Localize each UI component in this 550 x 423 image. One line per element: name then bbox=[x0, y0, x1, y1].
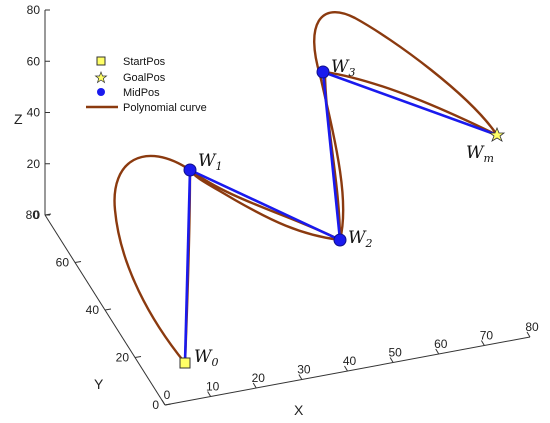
waypoint-label-w0: W0 bbox=[194, 347, 218, 369]
x-tick-mark bbox=[207, 391, 212, 397]
waypoint-label-w3: W3 bbox=[331, 57, 355, 79]
z-tick-label: 60 bbox=[27, 54, 41, 68]
z-tick-label: 0 bbox=[33, 208, 40, 222]
z-tick-label: 80 bbox=[27, 3, 41, 17]
z-ticks: 0 20 40 60 80 bbox=[27, 3, 50, 222]
y-tick-mark bbox=[74, 261, 82, 263]
legend-startpos-label: StartPos bbox=[123, 56, 166, 68]
legend-midpos-marker bbox=[97, 88, 105, 96]
legend-midpos-label: MidPos bbox=[123, 87, 160, 99]
y-tick-mark bbox=[104, 308, 112, 311]
y-tick-label: 40 bbox=[86, 303, 100, 317]
waypoint-marker-w2 bbox=[333, 233, 347, 247]
y-tick-label: 60 bbox=[56, 256, 70, 270]
z-axis-label: Z bbox=[14, 111, 23, 127]
x-tick-mark bbox=[526, 331, 531, 338]
legend-goalpos-marker bbox=[94, 71, 108, 84]
waypoint-label-wm: Wm bbox=[466, 143, 494, 165]
z-tick-label: 40 bbox=[27, 106, 41, 120]
goal-marker bbox=[488, 126, 506, 142]
x-tick-label: 0 bbox=[164, 388, 171, 402]
x-tick-mark bbox=[344, 365, 348, 372]
x-ticks: 0 10 20 30 40 50 60 70 80 bbox=[161, 320, 539, 406]
y-ticks: 0 20 40 60 80 bbox=[26, 208, 172, 412]
segment-w1-w2 bbox=[189, 168, 341, 242]
legend-curve-label: Polynomial curve bbox=[123, 102, 207, 114]
legend-goalpos-label: GoalPos bbox=[123, 72, 166, 84]
segment-w0-w1 bbox=[183, 169, 192, 364]
x-tick-label: 40 bbox=[343, 354, 357, 368]
waypoint-segments bbox=[183, 70, 498, 364]
y-axis-label: Y bbox=[94, 376, 104, 392]
x-tick-label: 80 bbox=[525, 320, 539, 334]
x-tick-label: 20 bbox=[252, 371, 266, 385]
segment-w3-wm bbox=[322, 70, 498, 137]
x-tick-mark bbox=[435, 348, 440, 355]
y-tick-mark bbox=[134, 356, 142, 358]
y-tick-label: 0 bbox=[152, 398, 159, 412]
x-tick-mark bbox=[252, 382, 257, 389]
legend: StartPos GoalPos MidPos Polynomial curve bbox=[86, 56, 207, 114]
x-axis-label: X bbox=[294, 402, 304, 418]
y-tick-label: 80 bbox=[26, 208, 40, 222]
y-tick-label: 20 bbox=[116, 351, 130, 365]
x-tick-label: 30 bbox=[297, 363, 311, 377]
x-tick-mark bbox=[389, 357, 394, 363]
waypoint-label-w2: W2 bbox=[348, 228, 372, 250]
z-tick-label: 20 bbox=[27, 157, 41, 171]
start-marker bbox=[179, 357, 191, 369]
x-tick-label: 60 bbox=[434, 337, 448, 351]
x-tick-label: 10 bbox=[206, 380, 220, 394]
x-tick-label: 50 bbox=[388, 346, 402, 360]
polynomial-curve bbox=[113, 11, 501, 364]
y-tick-mark bbox=[44, 213, 52, 216]
waypoint-markers bbox=[179, 65, 506, 369]
segment-w2-w3 bbox=[321, 71, 342, 241]
axes-lines bbox=[44, 10, 531, 406]
x-tick-label: 70 bbox=[480, 329, 494, 343]
legend-startpos-marker bbox=[96, 56, 106, 66]
waypoint-marker-w1 bbox=[183, 163, 197, 177]
waypoint-label-w1: W1 bbox=[198, 151, 222, 173]
x-tick-mark bbox=[161, 399, 166, 406]
waypoint-marker-w3 bbox=[316, 65, 330, 79]
x-tick-mark bbox=[480, 340, 485, 346]
waypoint-labels: W0 W1 W2 W3 Wm bbox=[194, 57, 494, 369]
x-tick-mark bbox=[298, 374, 303, 380]
y-tick-mark bbox=[164, 403, 172, 406]
